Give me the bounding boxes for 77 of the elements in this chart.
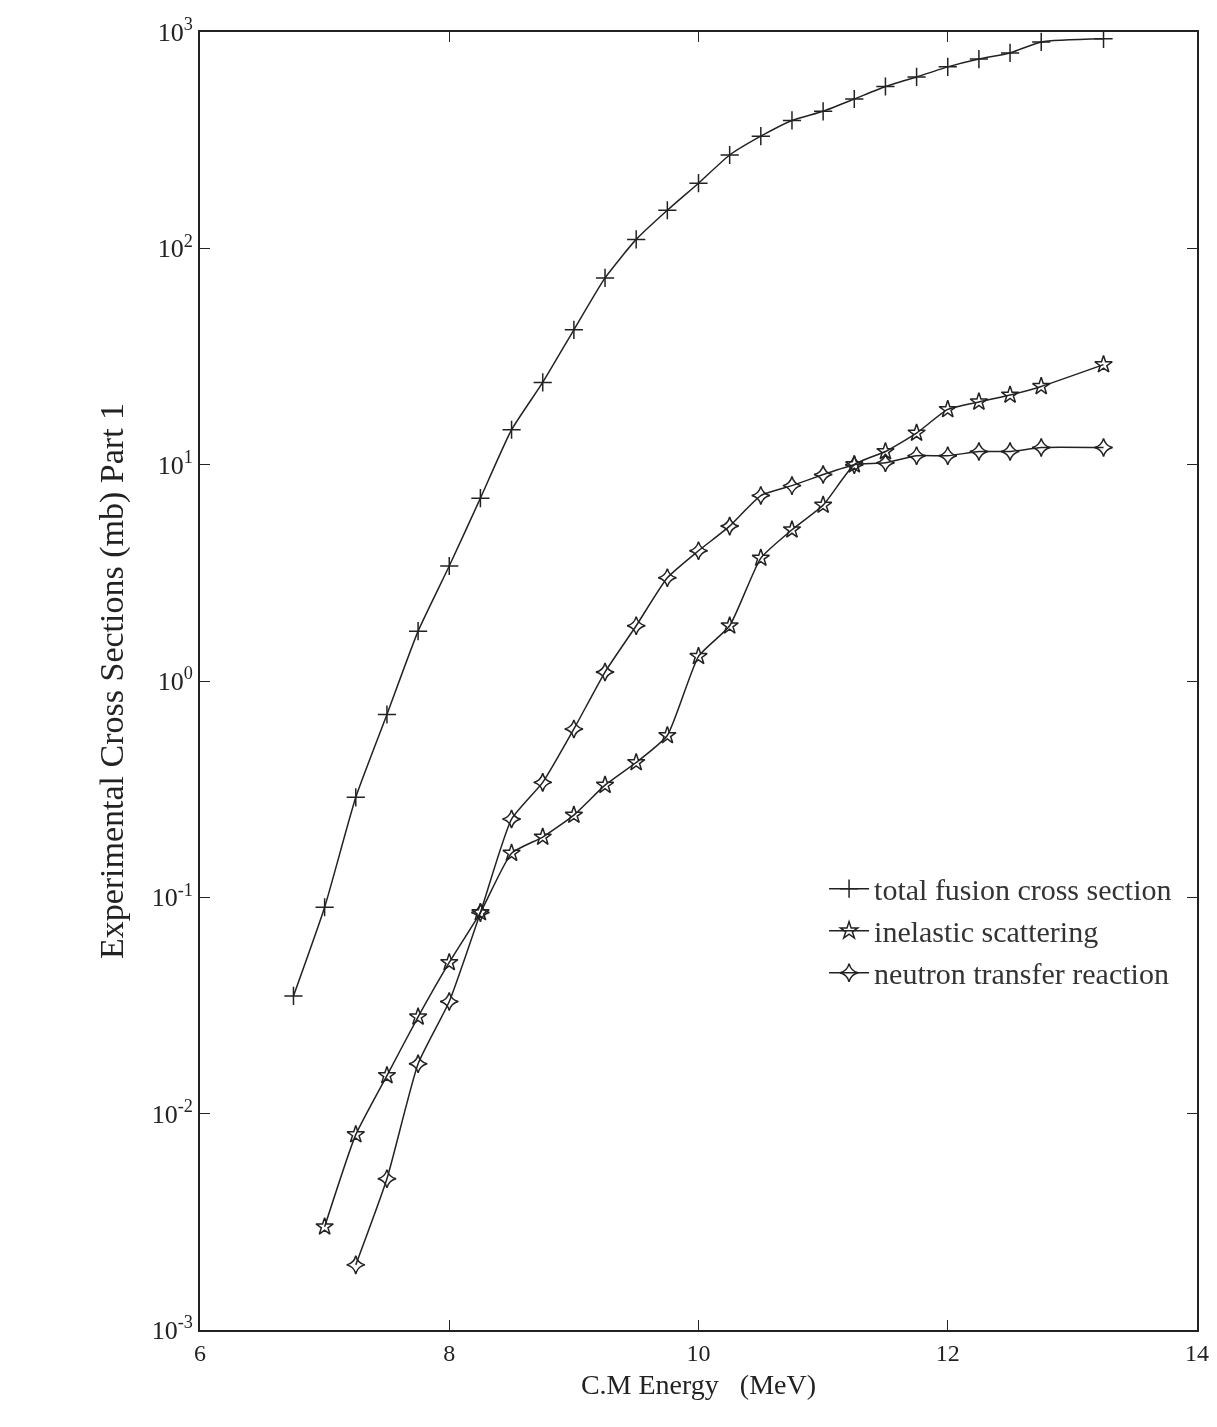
y-tick-label: 10$^{0}$: [157, 663, 193, 697]
x-tick-label: 10: [686, 1339, 711, 1366]
point: [1031, 376, 1051, 395]
x-axis-title: C.M Energy (MeV): [580, 1369, 817, 1401]
point: [1093, 437, 1114, 458]
y-axis-title: Experimental Cross Sections (mb) Part 1: [92, 402, 131, 960]
point: [969, 392, 989, 411]
point: [750, 485, 771, 506]
point: [532, 372, 553, 393]
point: [876, 441, 895, 460]
point: [377, 1065, 397, 1084]
y-tick-label: 10$^{3}$: [157, 14, 193, 48]
point: [657, 200, 678, 221]
point: [595, 662, 615, 682]
x-tick-label: 14: [1185, 1339, 1209, 1366]
point: [439, 952, 459, 971]
point: [719, 516, 740, 536]
point: [906, 445, 927, 466]
point: [688, 540, 709, 561]
point: [626, 752, 646, 771]
x-tick-label: 12: [935, 1339, 960, 1366]
point: [314, 897, 335, 918]
point: [937, 445, 958, 466]
point: [315, 1216, 335, 1235]
point: [875, 452, 896, 473]
point: [938, 399, 958, 418]
point: [595, 775, 615, 794]
point: [408, 1007, 428, 1026]
point: [782, 110, 802, 131]
point: [782, 475, 802, 496]
point: [1031, 437, 1052, 458]
point: [345, 1255, 366, 1275]
x-tick-label: 6: [194, 1339, 206, 1366]
point: [969, 441, 989, 462]
point: [720, 615, 740, 634]
point: [907, 423, 926, 442]
point: [782, 519, 802, 538]
y-tick-label: 10$^{-1}$: [151, 879, 193, 913]
y-tick-label: 10$^{1}$: [157, 446, 193, 480]
legend-label: total fusion cross section: [874, 873, 1172, 907]
point: [1093, 32, 1114, 49]
point: [346, 1124, 366, 1143]
y-tick-label: 10$^{2}$: [157, 230, 193, 264]
point: [501, 809, 522, 829]
point: [719, 145, 740, 165]
point: [875, 76, 896, 97]
legend-label: inelastic scattering: [874, 915, 1099, 949]
point: [813, 464, 833, 485]
y-tick-label: 10$^{-3}$: [151, 1312, 193, 1346]
point: [470, 488, 491, 509]
point: [657, 567, 678, 588]
x-tick-label: 8: [443, 1339, 456, 1366]
y-tick-label: 10$^{-2}$: [151, 1095, 193, 1129]
point: [502, 843, 521, 862]
point: [439, 991, 460, 1012]
point: [626, 229, 647, 250]
point: [906, 67, 927, 87]
point: [532, 772, 553, 793]
point: [408, 1053, 428, 1074]
legend-label: neutron transfer reaction: [874, 957, 1169, 991]
point: [751, 548, 771, 567]
point: [564, 719, 584, 739]
point: [377, 704, 397, 725]
point: [283, 986, 304, 1006]
point: [377, 1168, 397, 1189]
point: [533, 827, 553, 846]
point: [657, 725, 677, 744]
point: [626, 615, 647, 636]
point: [813, 495, 833, 514]
point: [564, 805, 584, 824]
point: [501, 419, 522, 440]
point: [844, 89, 865, 109]
point: [1000, 441, 1020, 462]
point: [1094, 354, 1113, 373]
point: [1000, 385, 1020, 404]
point: [688, 173, 709, 194]
point: [689, 646, 708, 665]
